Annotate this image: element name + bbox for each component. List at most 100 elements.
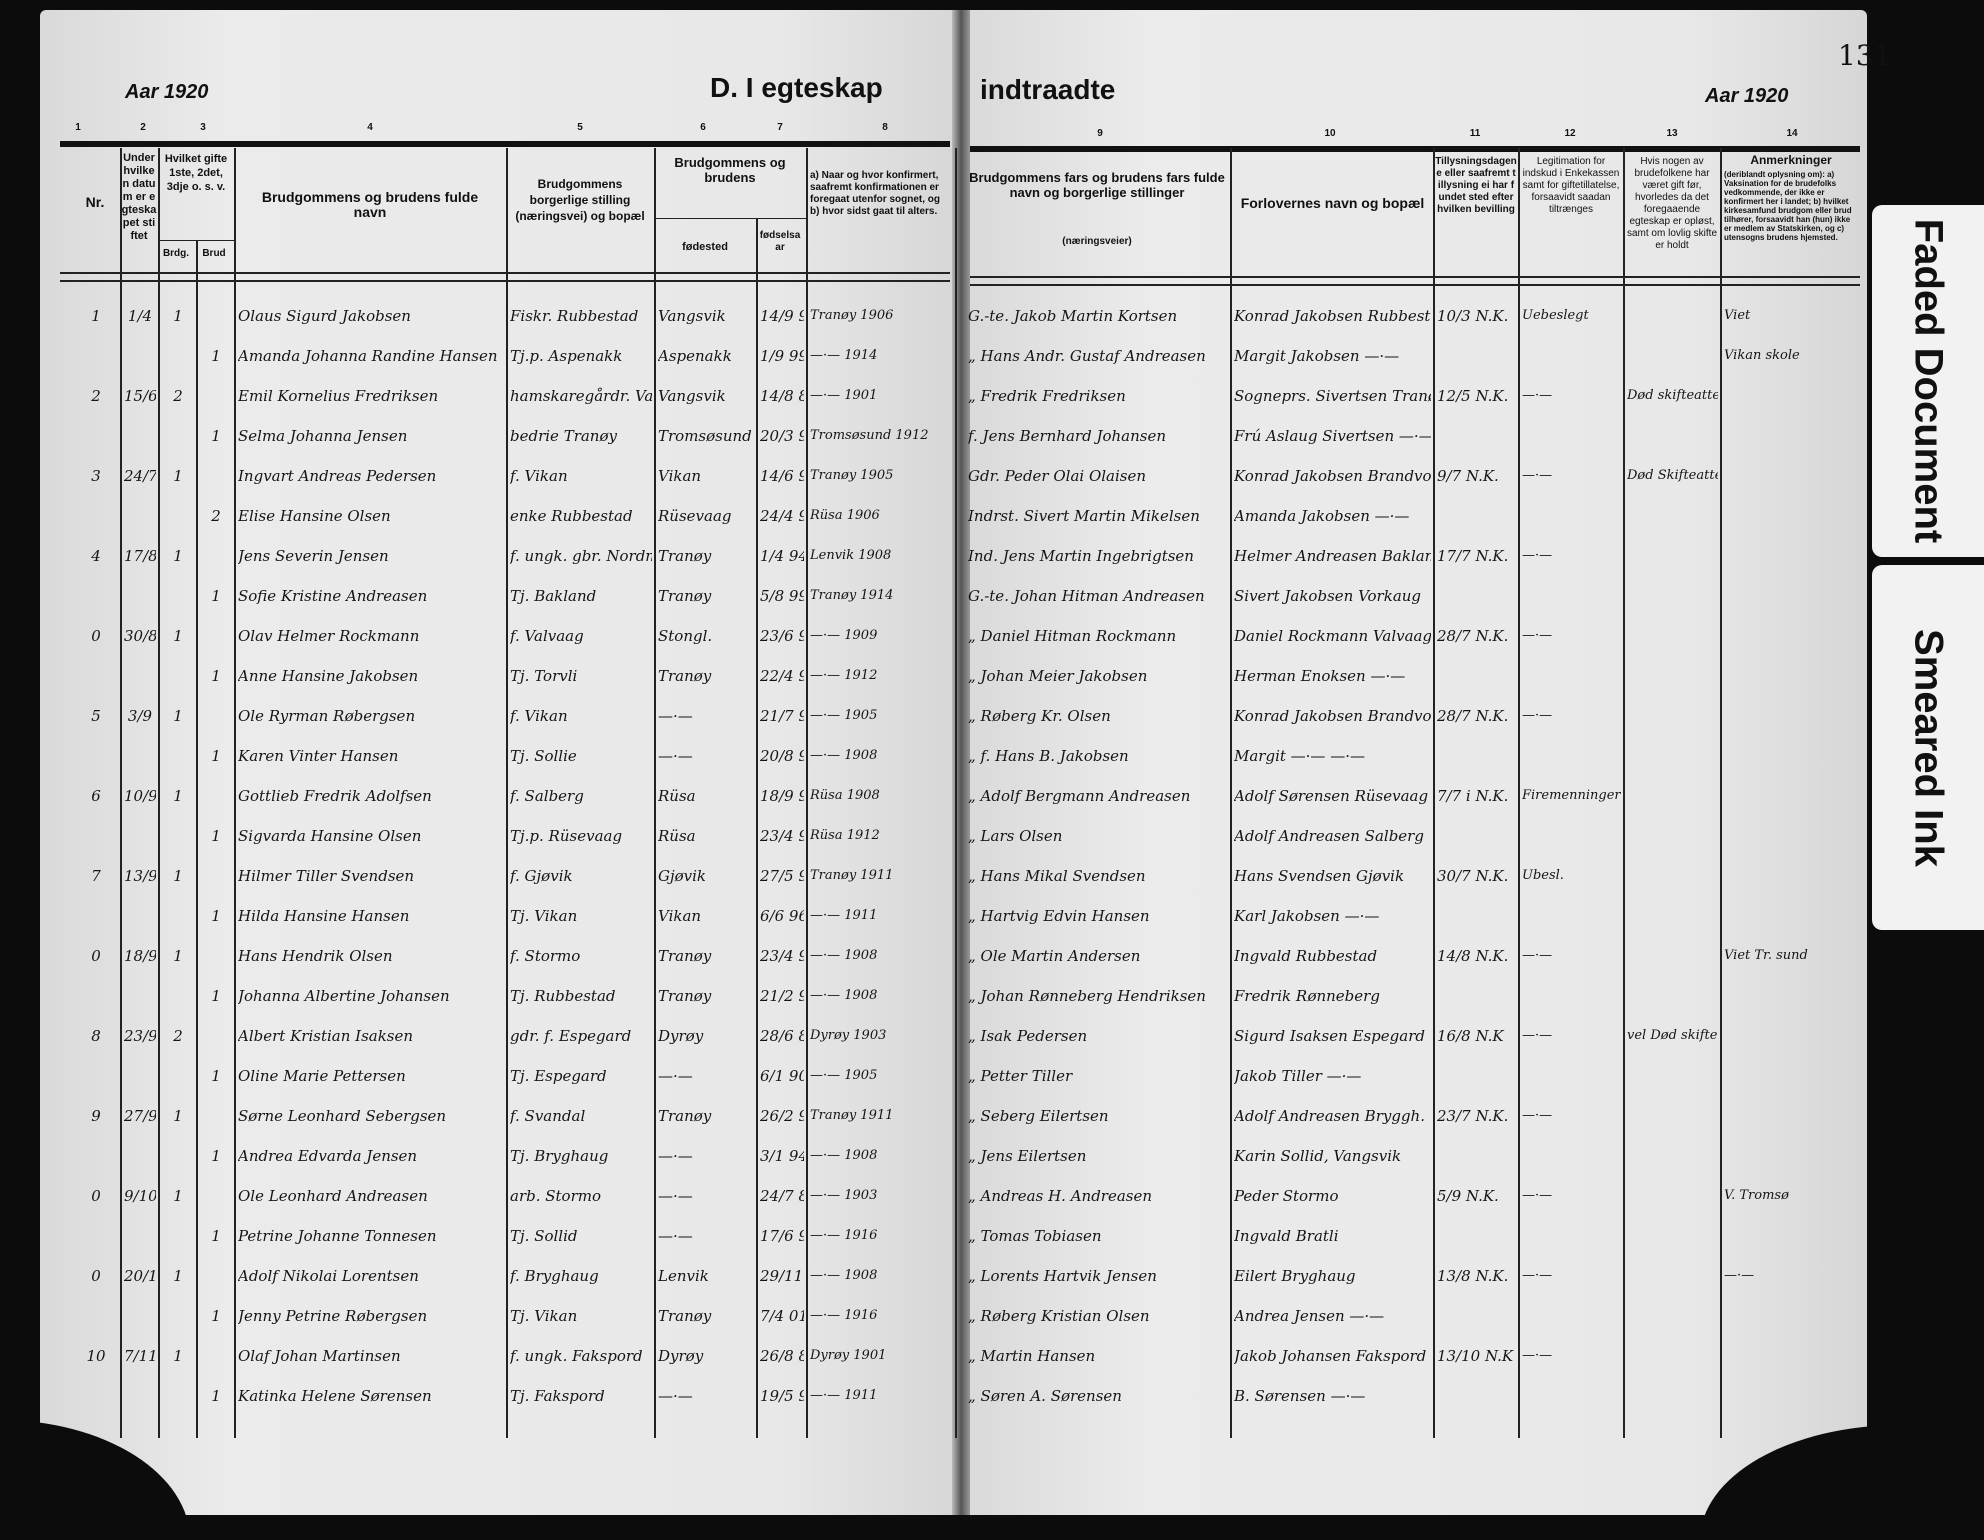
confirmation: Tranøy 1905 <box>810 468 894 483</box>
birth-date: 17/6 92 <box>760 1227 804 1245</box>
groom-marriage-count: 1 <box>173 1107 183 1125</box>
header-banns: Tillysningsdagene eller saafremt tillysn… <box>1435 156 1517 215</box>
occupation-residence: Tj. Vikan <box>510 907 578 925</box>
header-fathers-sub: (næringsveier) <box>1062 236 1132 247</box>
birthplace: Rüsa <box>658 787 696 805</box>
side-tab-smeared-ink[interactable]: Smeared Ink <box>1872 565 1984 930</box>
wedding-date: 9/10 <box>124 1187 156 1205</box>
groom-marriage-count: 1 <box>173 307 183 325</box>
groom-marriage-count: 1 <box>173 467 183 485</box>
legitimation: —·— <box>1522 1268 1553 1283</box>
occupation-residence: Tj. Sollid <box>510 1227 578 1245</box>
header-brud: Brud <box>202 248 226 259</box>
column-divider <box>1230 148 1232 1438</box>
birth-date: 21/2 93 <box>760 987 804 1005</box>
column-number: 10 <box>1324 128 1336 139</box>
side-tab-faded-document[interactable]: Faded Document <box>1872 205 1984 557</box>
previous-marriage: vel Død skifteat. 23/8 20 <box>1627 1028 1718 1043</box>
groom-marriage-count: 1 <box>173 547 183 565</box>
witnesses: Karin Sollid, Vangsvik <box>1234 1147 1402 1165</box>
father-name: „ Ole Martin Andersen <box>968 947 1141 965</box>
column-number: 4 <box>367 122 373 133</box>
occupation-residence: Tj. Espegard <box>510 1067 607 1085</box>
father-name: f. Jens Bernhard Johansen <box>968 427 1166 445</box>
column-divider <box>756 218 758 1438</box>
full-name: Olav Helmer Rockmann <box>238 627 420 645</box>
occupation-residence: f. Svandal <box>510 1107 586 1125</box>
birth-date: 24/4 91 <box>760 507 804 525</box>
occupation-residence: f. ungk. gbr. Nordmo <box>510 547 652 565</box>
legitimation: —·— <box>1522 388 1553 403</box>
father-name: „ f. Hans B. Jakobsen <box>968 747 1129 765</box>
header-legitimation: Legitimation for indskud i Enkekassen sa… <box>1522 156 1620 215</box>
witnesses: Ingvald Bratli <box>1234 1227 1339 1245</box>
occupation-residence: enke Rubbestad <box>510 507 633 525</box>
father-name: „ Martin Hansen <box>968 1347 1096 1365</box>
father-name: „ Lorents Hartvik Jensen <box>968 1267 1157 1285</box>
full-name: Sigvarda Hansine Olsen <box>238 827 422 845</box>
confirmation: Tranøy 1911 <box>810 868 894 883</box>
wedding-date: 15/6 <box>124 387 156 405</box>
column-divider <box>1518 148 1520 1438</box>
full-name: Amanda Johanna Randine Hansen <box>238 347 498 365</box>
birthplace: Lenvik <box>658 1267 709 1285</box>
full-name: Sofie Kristine Andreasen <box>238 587 428 605</box>
witnesses: Konrad Jakobsen Rubbestad <box>1234 307 1431 325</box>
header-birthyear: fødselsaar <box>759 230 801 253</box>
remarks: —·— <box>1724 1268 1755 1283</box>
bride-marriage-count: 1 <box>211 907 221 925</box>
birthplace: —·— <box>658 707 693 725</box>
birth-date: 24/7 88 <box>760 1187 804 1205</box>
birth-date: 26/8 86 <box>760 1347 804 1365</box>
birthplace: Tranøy <box>658 1307 712 1325</box>
confirmation: —·— 1908 <box>810 948 878 963</box>
confirmation: —·— 1916 <box>810 1228 878 1243</box>
father-name: „ Petter Tiller <box>968 1067 1073 1085</box>
legitimation: Uebeslegt <box>1522 308 1589 323</box>
birth-date: 14/8 86 <box>760 387 804 405</box>
full-name: Oline Marie Pettersen <box>238 1067 406 1085</box>
banns: 14/8 N.K. <box>1437 947 1509 965</box>
bride-marriage-count: 1 <box>211 347 221 365</box>
column-number: 13 <box>1666 128 1678 139</box>
witnesses: Adolf Andreasen Bryggh. <box>1234 1107 1425 1125</box>
father-name: „ Hartvig Edvin Hansen <box>968 907 1150 925</box>
witnesses: Eilert Bryghaug <box>1234 1267 1356 1285</box>
column-divider <box>654 148 656 1438</box>
father-name: „ Tomas Tobiasen <box>968 1227 1102 1245</box>
father-name: G.-te. Jakob Martin Kortsen <box>968 307 1178 325</box>
column-number: 12 <box>1564 128 1576 139</box>
birth-date: 20/3 98 <box>760 427 804 445</box>
bride-marriage-count: 1 <box>211 1147 221 1165</box>
confirmation: —·— 1909 <box>810 628 878 643</box>
banns: 28/7 N.K. <box>1437 707 1509 725</box>
header-nr: Nr. <box>85 194 105 210</box>
occupation-residence: Tj. Fakspord <box>510 1387 605 1405</box>
legitimation: —·— <box>1522 1188 1553 1203</box>
occupation-residence: f. Bryghaug <box>510 1267 599 1285</box>
entry-number: 8 <box>91 1027 101 1045</box>
witnesses: Herman Enoksen —·— <box>1234 667 1406 685</box>
birth-date: 23/4 94 <box>760 947 804 965</box>
confirmation: Dyrøy 1903 <box>810 1028 887 1043</box>
wedding-date: 27/9 <box>124 1107 156 1125</box>
side-tab-label: Faded Document <box>1906 218 1951 544</box>
legitimation: —·— <box>1522 468 1553 483</box>
bride-marriage-count: 1 <box>211 1307 221 1325</box>
birthplace: Rüsa <box>658 827 696 845</box>
subheader-divider <box>654 218 806 219</box>
bride-marriage-count: 1 <box>211 1067 221 1085</box>
birthplace: Tranøy <box>658 667 712 685</box>
birth-date: 27/5 97 <box>760 867 804 885</box>
occupation-residence: Tj. Vikan <box>510 1307 578 1325</box>
bride-marriage-count: 1 <box>211 1387 221 1405</box>
legitimation: —·— <box>1522 628 1553 643</box>
column-divider <box>234 148 236 1438</box>
header-date: Under hvilken datum er egteskapet stifte… <box>121 152 157 242</box>
full-name: Ole Ryrman Røbergsen <box>238 707 416 725</box>
birthplace: Gjøvik <box>658 867 707 885</box>
wedding-date: 13/9 <box>124 867 156 885</box>
legitimation: —·— <box>1522 548 1553 563</box>
father-name: „ Andreas H. Andreasen <box>968 1187 1153 1205</box>
witnesses: Fredrik Rønneberg <box>1234 987 1380 1005</box>
